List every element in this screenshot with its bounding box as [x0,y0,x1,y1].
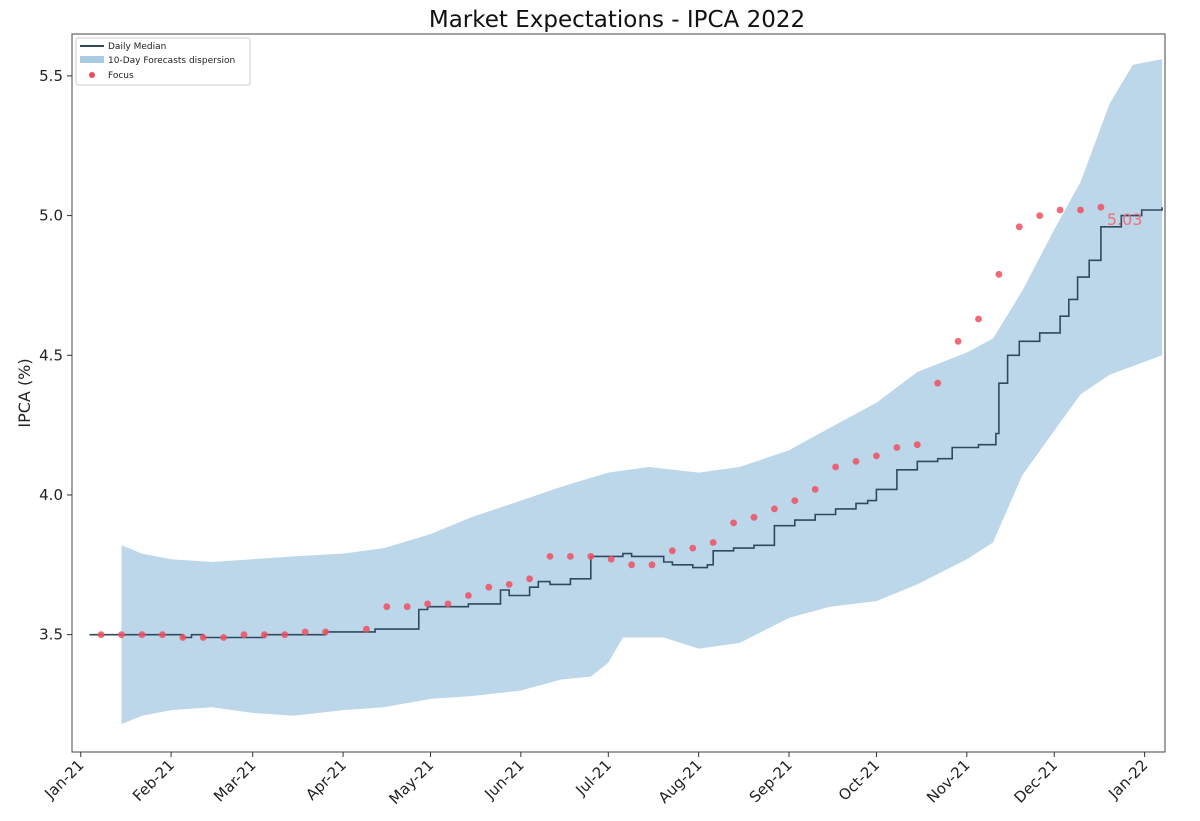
legend-label-dispersion: 10-Day Forecasts dispersion [108,56,235,66]
y-axis-label: IPCA (%) [15,358,34,427]
focus-point [1097,203,1105,211]
focus-point [934,379,942,387]
focus-point [791,497,799,504]
median-line [89,207,1163,639]
focus-point [832,463,839,471]
legend-band-swatch [80,56,104,63]
x-tick-label: Dec-21 [1010,756,1061,807]
focus-point [220,634,228,641]
focus-point [505,581,513,588]
focus-point [975,315,982,323]
focus-point [485,583,493,591]
legend-box [75,37,251,86]
focus-point [628,561,635,569]
x-tick-label: Jun-21 [480,756,527,803]
plot-frame [71,33,1166,753]
focus-point [730,519,737,527]
focus-point [199,634,207,641]
focus-point [444,600,452,608]
last-value-label: 5.03 [1107,210,1143,229]
focus-point [1077,206,1084,214]
focus-point [118,631,125,639]
focus-point [403,603,411,611]
focus-point [587,553,595,560]
legend-focus-swatch [89,72,95,78]
median-line-layer [89,207,1163,639]
focus-point [363,625,370,633]
focus-point [138,631,146,639]
focus-point [954,337,962,345]
focus-point [995,270,1003,278]
focus-point [873,452,880,460]
x-tick-label: Feb-21 [129,756,178,805]
focus-point [893,444,901,451]
focus-point [811,486,819,493]
focus-point [709,539,717,546]
chart-title: Market Expectations - IPCA 2022 [429,7,805,33]
focus-point [913,441,921,449]
x-tick-label: May-21 [386,756,438,808]
dispersion-band-layer [121,59,1163,725]
focus-point [750,513,758,521]
focus-point [97,631,105,639]
y-tick-label: 5.0 [39,207,63,225]
focus-point [771,505,778,513]
focus-point [179,634,187,641]
focus-point [159,631,166,639]
x-tick-label: Apr-21 [302,756,350,804]
focus-point [322,628,329,636]
x-tick-label: Jul-21 [572,756,616,800]
focus-point [1015,223,1023,231]
focus-point [383,603,391,611]
focus-point [240,631,248,639]
focus-point [689,544,697,552]
x-tick-label: Sep-21 [746,756,796,806]
x-axis-ticks: Jan-21 Feb-21 Mar-21 Apr-21 May-21 Jun-21 Jul-… [40,752,1151,808]
x-tick-label: Mar-21 [210,756,259,805]
focus-point [648,561,656,569]
annotation-layer: 5.03 [1107,210,1143,229]
y-tick-label: 4.0 [39,486,63,504]
focus-point [1036,212,1044,220]
dispersion-band [121,59,1163,725]
focus-point [567,553,574,560]
x-tick-label: Jan-21 [40,756,87,803]
focus-point [852,458,860,465]
y-tick-label: 5.5 [39,67,63,85]
focus-point [424,600,431,608]
x-tick-label: Jan-22 [1104,756,1151,803]
x-tick-label: Nov-21 [923,756,973,806]
focus-point [1056,206,1064,214]
focus-point [301,628,309,636]
focus-points-layer [97,203,1105,641]
legend-label-focus: Focus [108,71,134,81]
y-tick-label: 3.5 [39,626,63,644]
x-tick-label: Oct-21 [835,756,883,804]
focus-point [465,592,472,599]
y-axis-ticks: 3.5 4.0 4.5 5.0 5.5 [39,67,72,644]
focus-point [607,555,615,563]
y-tick-label: 4.5 [39,346,63,364]
focus-point [526,575,533,583]
legend: Daily Median 10-Day Forecasts dispersion… [75,37,251,86]
focus-point [546,553,554,560]
x-tick-label: Aug-21 [655,756,706,807]
legend-label-median: Daily Median [108,42,166,52]
focus-point [261,631,268,639]
focus-point [281,631,289,639]
focus-point [669,547,676,555]
